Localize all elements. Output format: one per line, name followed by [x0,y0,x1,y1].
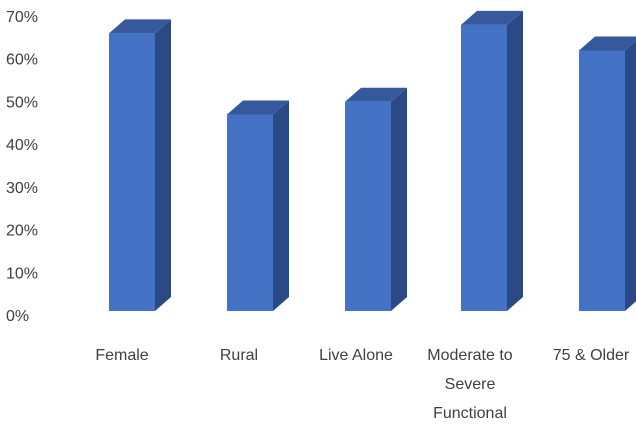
bar [345,87,407,311]
y-tick-label: 30% [6,180,38,197]
bar [461,10,523,312]
bar-front [345,101,391,311]
x-category-label-line: Moderate to [427,347,512,364]
bar [579,36,636,311]
bar-front [227,114,273,311]
bar-front [579,50,625,311]
x-category-label-line: Live Alone [319,347,393,364]
y-tick-label: 60% [6,52,38,69]
x-category-label-line: Severe [445,376,496,393]
bar-top [227,100,289,115]
x-category-label-line: 75 & Older [553,347,630,364]
y-tick-label: 50% [6,94,38,111]
x-axis: Female Rural Live Alone Moderate to Severe Fu… [95,347,630,422]
x-category-label: Rural [220,347,258,364]
bar-side [625,40,636,311]
x-category-label: Live Alone [319,347,393,364]
bar-front [461,24,507,312]
bar-front [109,33,155,311]
x-category-label: Female [95,347,148,364]
bar-side [273,100,289,311]
bars [109,10,636,312]
bar [227,100,289,311]
y-tick-label: 20% [6,223,38,240]
bar-side [155,19,171,311]
bar-top [345,87,407,102]
bar-side [391,87,407,311]
bar [109,19,171,311]
x-category-label: Moderate to Severe Functional [427,347,512,422]
y-tick-label: 40% [6,137,38,154]
x-category-label-line: Functional [433,405,507,422]
bar-top [461,10,523,25]
y-tick-label: 10% [6,265,38,282]
x-category-label-line: Female [95,347,148,364]
bar-top [579,36,636,51]
y-tick-label: 0% [6,308,29,325]
y-axis: 0% 10% 20% 30% 40% 50% 60% 70% [6,9,38,325]
bar-top [109,19,171,34]
y-tick-label: 70% [6,9,38,26]
x-category-label: 75 & Older [553,347,630,364]
x-category-label-line: Rural [220,347,258,364]
bar-side [507,10,523,312]
